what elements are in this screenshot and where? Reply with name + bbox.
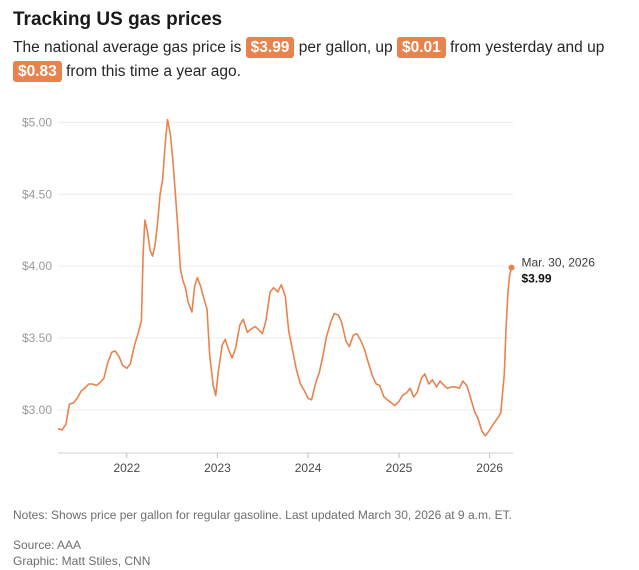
x-tick-label: 2024 bbox=[295, 461, 322, 475]
price-line-series bbox=[57, 118, 513, 437]
chart-title: Tracking US gas prices bbox=[13, 9, 223, 30]
yearly-change-badge: $0.83 bbox=[13, 61, 62, 82]
x-axis: 2022 2023 2024 2025 2026 bbox=[113, 453, 503, 475]
gas-price-line-chart: $3.00$3.50$4.00$4.50$5.00 2022 2023 2024 20… bbox=[22, 115, 596, 475]
graphic-credit: Graphic: Matt Stiles, CNN bbox=[13, 554, 151, 568]
latest-price-point bbox=[508, 264, 515, 271]
y-tick-label: $4.50 bbox=[22, 187, 52, 201]
y-tick-label: $5.00 bbox=[22, 115, 52, 129]
chart-credits: Source: AAA Graphic: Matt Stiles, CNN bbox=[13, 537, 150, 569]
x-tick-label: 2022 bbox=[113, 461, 140, 475]
y-tick-label: $3.00 bbox=[22, 403, 52, 417]
subtitle-text-4: from this time a year ago. bbox=[61, 63, 241, 80]
x-tick-label: 2025 bbox=[386, 461, 413, 475]
chart-subtitle: The national average gas price is $3.99 … bbox=[13, 36, 628, 84]
subtitle-text-3: from yesterday and up bbox=[445, 39, 605, 56]
subtitle-text-2: per gallon, up bbox=[294, 39, 397, 56]
subtitle-text-1: The national average gas price is bbox=[13, 39, 246, 56]
daily-change-badge: $0.01 bbox=[396, 37, 446, 58]
current-price-badge: $3.99 bbox=[245, 37, 295, 58]
chart-grid bbox=[58, 121, 513, 411]
latest-price-date-label: Mar. 30, 2026 bbox=[522, 256, 596, 270]
y-axis: $3.00 $3.50 $4.00 $4.50 $5.00 bbox=[22, 115, 52, 417]
source-credit: Source: AAA bbox=[13, 538, 82, 552]
chart-notes: Notes: Shows price per gallon for regula… bbox=[13, 508, 512, 522]
latest-price-value-label: $3.99 bbox=[522, 272, 552, 286]
y-tick-label: $4.00 bbox=[22, 259, 52, 273]
y-tick-label: $3.50 bbox=[22, 331, 52, 345]
x-tick-label: 2026 bbox=[476, 461, 503, 475]
x-tick-label: 2023 bbox=[204, 461, 231, 475]
